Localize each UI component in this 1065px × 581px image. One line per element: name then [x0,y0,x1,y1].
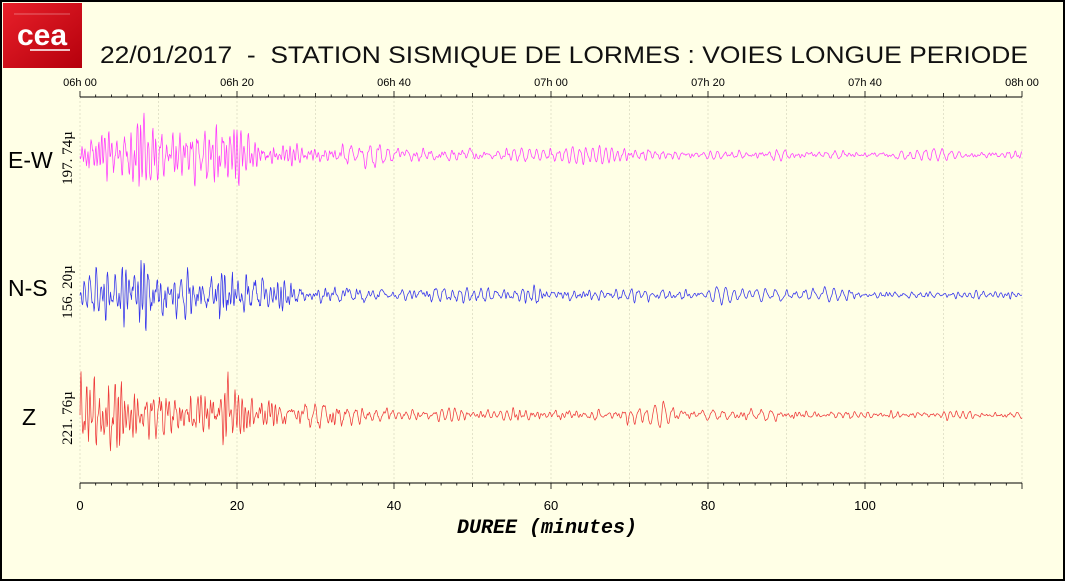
top-time-tick-label: 06h 40 [377,77,411,89]
trace-e-w [79,112,1022,187]
logo-text: cea [17,19,67,52]
top-time-axis: 06h 00 06h 20 06h 40 07h 00 07h 20 07h 40 08h … [63,77,1039,98]
bottom-duration-axis: 0 20 40 60 80 100 [76,482,1023,513]
bottom-tick-label: 40 [387,498,401,513]
top-time-tick-label: 06h 00 [63,77,97,89]
seismic-traces [79,112,1023,452]
trace-z [79,371,1023,452]
scale-label-z: 221. 76µ [60,391,76,445]
top-time-tick-label: 07h 40 [848,77,882,89]
chart-title: 22/01/2017 - STATION SISMIQUE DE LORMES … [100,42,1028,69]
channel-label-n-s: N-S [8,275,48,301]
bottom-tick-label: 80 [701,498,715,513]
grid-lines [79,97,1023,483]
top-time-tick-label: 07h 00 [534,77,568,89]
x-axis-label: DUREE (minutes) [457,517,637,540]
top-time-tick-label: 06h 20 [220,77,254,89]
top-time-tick-label: 08h 00 [1005,77,1039,89]
scale-label-n-s: 156. 20µ [60,265,76,319]
trace-n-s [79,260,1022,331]
top-time-tick-label: 07h 20 [691,77,725,89]
bottom-tick-label: 20 [230,498,244,513]
bottom-tick-label: 100 [854,498,876,513]
bottom-tick-label: 60 [544,498,558,513]
channel-label-z: Z [22,404,36,430]
channel-label-e-w: E-W [8,147,53,173]
scale-label-e-w: 197. 74µ [60,131,76,185]
bottom-tick-label: 0 [76,498,83,513]
cea-logo: cea [3,3,82,68]
